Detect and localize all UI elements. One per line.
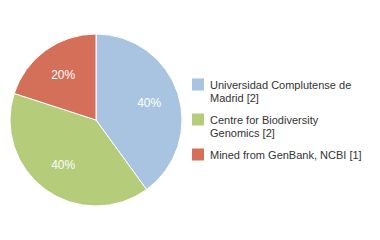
legend-item: Mined from GenBank, NCBI [1] — [192, 149, 362, 161]
legend-label: Mined from GenBank, NCBI [1] — [210, 149, 362, 161]
pie-slice — [14, 34, 96, 120]
legend: Universidad Complutense deMadrid [2] Cent… — [192, 79, 362, 161]
legend-label: Universidad Complutense deMadrid [2] — [210, 79, 351, 104]
legend-swatch — [192, 79, 204, 91]
legend-item: Universidad Complutense deMadrid [2] — [192, 79, 351, 104]
legend-swatch — [192, 114, 204, 126]
data-label: 40% — [51, 158, 75, 172]
legend-item: Centre for BiodiversityGenomics [2] — [192, 114, 319, 139]
legend-swatch — [192, 149, 204, 161]
data-labels: 40% 40% 20% — [51, 68, 161, 172]
data-label: 20% — [51, 68, 75, 82]
legend-label: Centre for BiodiversityGenomics [2] — [210, 114, 319, 139]
pie — [10, 34, 182, 206]
chart: 40% 40% 20% Universidad Complutense deMadri… — [0, 0, 380, 240]
data-label: 40% — [137, 96, 161, 110]
